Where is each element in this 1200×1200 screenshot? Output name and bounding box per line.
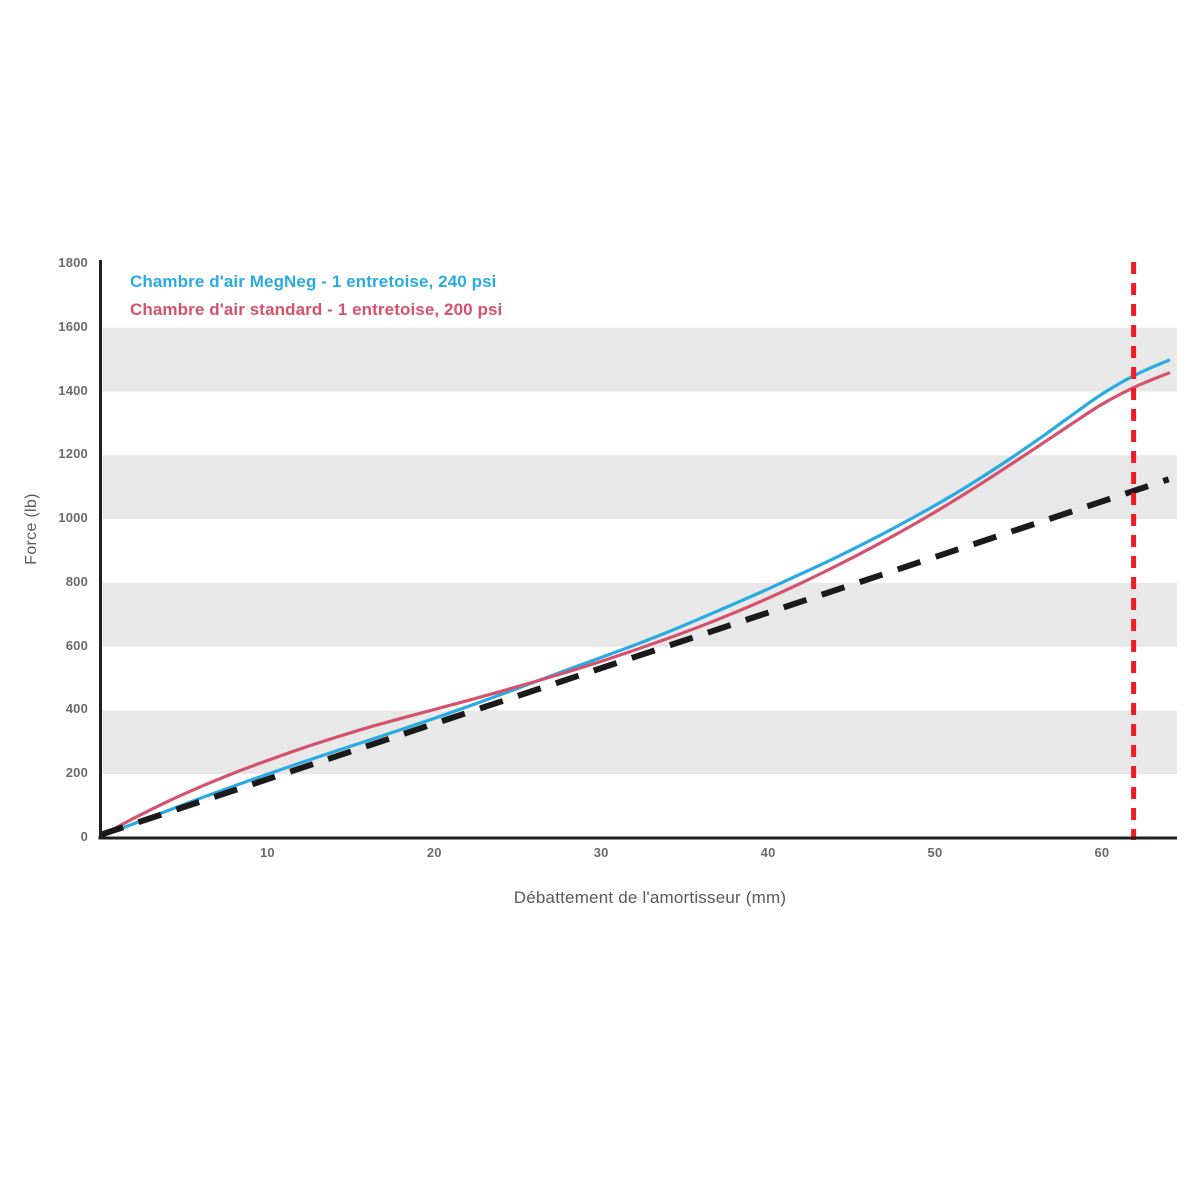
series-group	[98, 358, 1171, 839]
y-tick-label: 1400	[58, 382, 88, 398]
y-tick-label: 0	[80, 829, 88, 844]
y-axis-ticks: 1800 1600 1400 1200 1000 800 600 400 200 0	[38, 0, 88, 1200]
x-tick-label: 30	[593, 845, 609, 860]
y-tick-label: 1000	[58, 510, 88, 526]
x-tick-label: 60	[1094, 845, 1110, 860]
series-line-2	[99, 476, 1170, 838]
y-tick-label: 600	[65, 637, 88, 653]
y-tick-label: 1800	[58, 255, 88, 270]
axis-lines	[98, 260, 1177, 840]
series-line-1	[98, 371, 1171, 839]
y-tick-label: 1200	[58, 446, 88, 462]
x-tick-label: 50	[927, 845, 943, 860]
x-tick-label: 20	[426, 845, 442, 860]
y-tick-label: 1600	[58, 318, 88, 334]
x-tick-label: 10	[259, 845, 275, 860]
grid-band	[102, 327, 1177, 392]
y-tick-label: 200	[65, 765, 88, 781]
grid-band	[102, 455, 1177, 520]
grid-bands	[102, 327, 1177, 775]
grid-band	[102, 582, 1177, 647]
y-axis-title: Force (lb)	[23, 493, 40, 565]
y-tick-label: 400	[65, 701, 88, 717]
x-tick-label: 40	[760, 845, 776, 860]
grid-band	[102, 710, 1177, 775]
x-axis-title: Débattement de l'amortisseur (mm)	[513, 888, 787, 907]
y-tick-label: 800	[65, 573, 88, 589]
series-line-0	[98, 358, 1171, 839]
